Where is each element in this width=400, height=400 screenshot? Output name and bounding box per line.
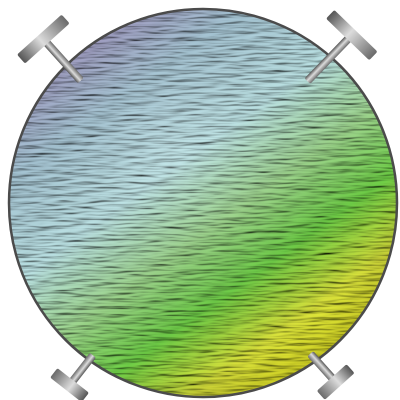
bottom-right-pin-icon <box>308 351 354 399</box>
disc-rim <box>7 7 399 399</box>
bottom-left-pin-icon <box>50 353 96 400</box>
top-right-pin-icon <box>305 10 377 84</box>
top-left-pin-icon <box>17 15 83 83</box>
